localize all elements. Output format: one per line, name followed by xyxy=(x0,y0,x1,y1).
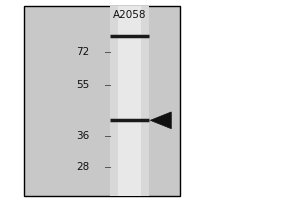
Text: 36: 36 xyxy=(76,131,89,141)
Bar xyxy=(118,6,141,196)
Text: 55: 55 xyxy=(76,80,89,90)
Text: 72: 72 xyxy=(76,47,89,57)
Text: A2058: A2058 xyxy=(112,10,146,20)
Bar xyxy=(110,6,149,196)
Polygon shape xyxy=(150,112,171,129)
Bar xyxy=(24,6,180,196)
Text: 28: 28 xyxy=(76,162,89,172)
